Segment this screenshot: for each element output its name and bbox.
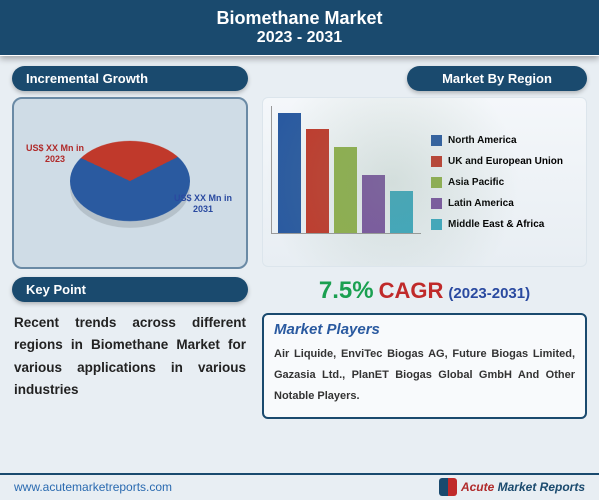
bar-chart (271, 106, 421, 234)
logo-text-a: Acute (461, 480, 494, 494)
legend-swatch (431, 156, 442, 167)
bar (390, 191, 413, 233)
cagr-value: 7.5% (319, 277, 374, 304)
legend-label: North America (448, 135, 517, 146)
pie-label-2031: US$ XX Mn in 2031 (168, 193, 238, 215)
legend-label: UK and European Union (448, 156, 563, 167)
bar (306, 129, 329, 233)
footer-url: www.acutemarketreports.com (14, 480, 172, 494)
header: Biomethane Market 2023 - 2031 (0, 0, 599, 56)
market-by-region-banner: Market By Region (407, 66, 587, 91)
legend-row: Middle East & Africa (431, 219, 578, 230)
pie-chart-box: US$ XX Mn in 2023 US$ XX Mn in 2031 (12, 97, 248, 269)
cagr-word: CAGR (379, 278, 444, 303)
pie-label-2023: US$ XX Mn in 2023 (26, 143, 84, 165)
left-column: Incremental Growth US$ XX Mn in 2023 US$… (12, 66, 248, 419)
market-players-box: Market Players Air Liquide, EnviTec Biog… (262, 313, 587, 419)
legend-row: Latin America (431, 198, 578, 209)
cagr-line: 7.5% CAGR (2023-2031) (262, 277, 587, 305)
market-players-body: Air Liquide, EnviTec Biogas AG, Future B… (274, 344, 575, 407)
legend-row: UK and European Union (431, 156, 578, 167)
legend-label: Middle East & Africa (448, 219, 544, 230)
logo-icon (439, 478, 457, 496)
content: Incremental Growth US$ XX Mn in 2023 US$… (0, 56, 599, 425)
legend-row: Asia Pacific (431, 177, 578, 188)
bar (278, 113, 301, 233)
legend-label: Asia Pacific (448, 177, 504, 188)
legend-swatch (431, 135, 442, 146)
cagr-years: (2023-2031) (448, 285, 530, 302)
market-players-title: Market Players (274, 321, 575, 338)
key-point-banner: Key Point (12, 277, 248, 302)
header-title: Biomethane Market (0, 8, 599, 29)
legend-label: Latin America (448, 198, 514, 209)
bar-legend: North America UK and European Union Asia P… (421, 106, 578, 258)
header-years: 2023 - 2031 (0, 29, 599, 47)
legend-row: North America (431, 135, 578, 146)
logo-text-b: Market Reports (494, 480, 585, 494)
legend-swatch (431, 177, 442, 188)
legend-swatch (431, 198, 442, 209)
incremental-growth-banner: Incremental Growth (12, 66, 248, 91)
footer-logo: Acute Market Reports (439, 478, 585, 496)
right-column: Market By Region North America UK and Eur… (262, 66, 587, 419)
bar (362, 175, 385, 233)
region-chart-box: North America UK and European Union Asia P… (262, 97, 587, 267)
legend-swatch (431, 219, 442, 230)
footer: www.acutemarketreports.com Acute Market … (0, 473, 599, 500)
bar (334, 147, 357, 233)
key-point-text: Recent trends across different regions i… (12, 308, 248, 401)
